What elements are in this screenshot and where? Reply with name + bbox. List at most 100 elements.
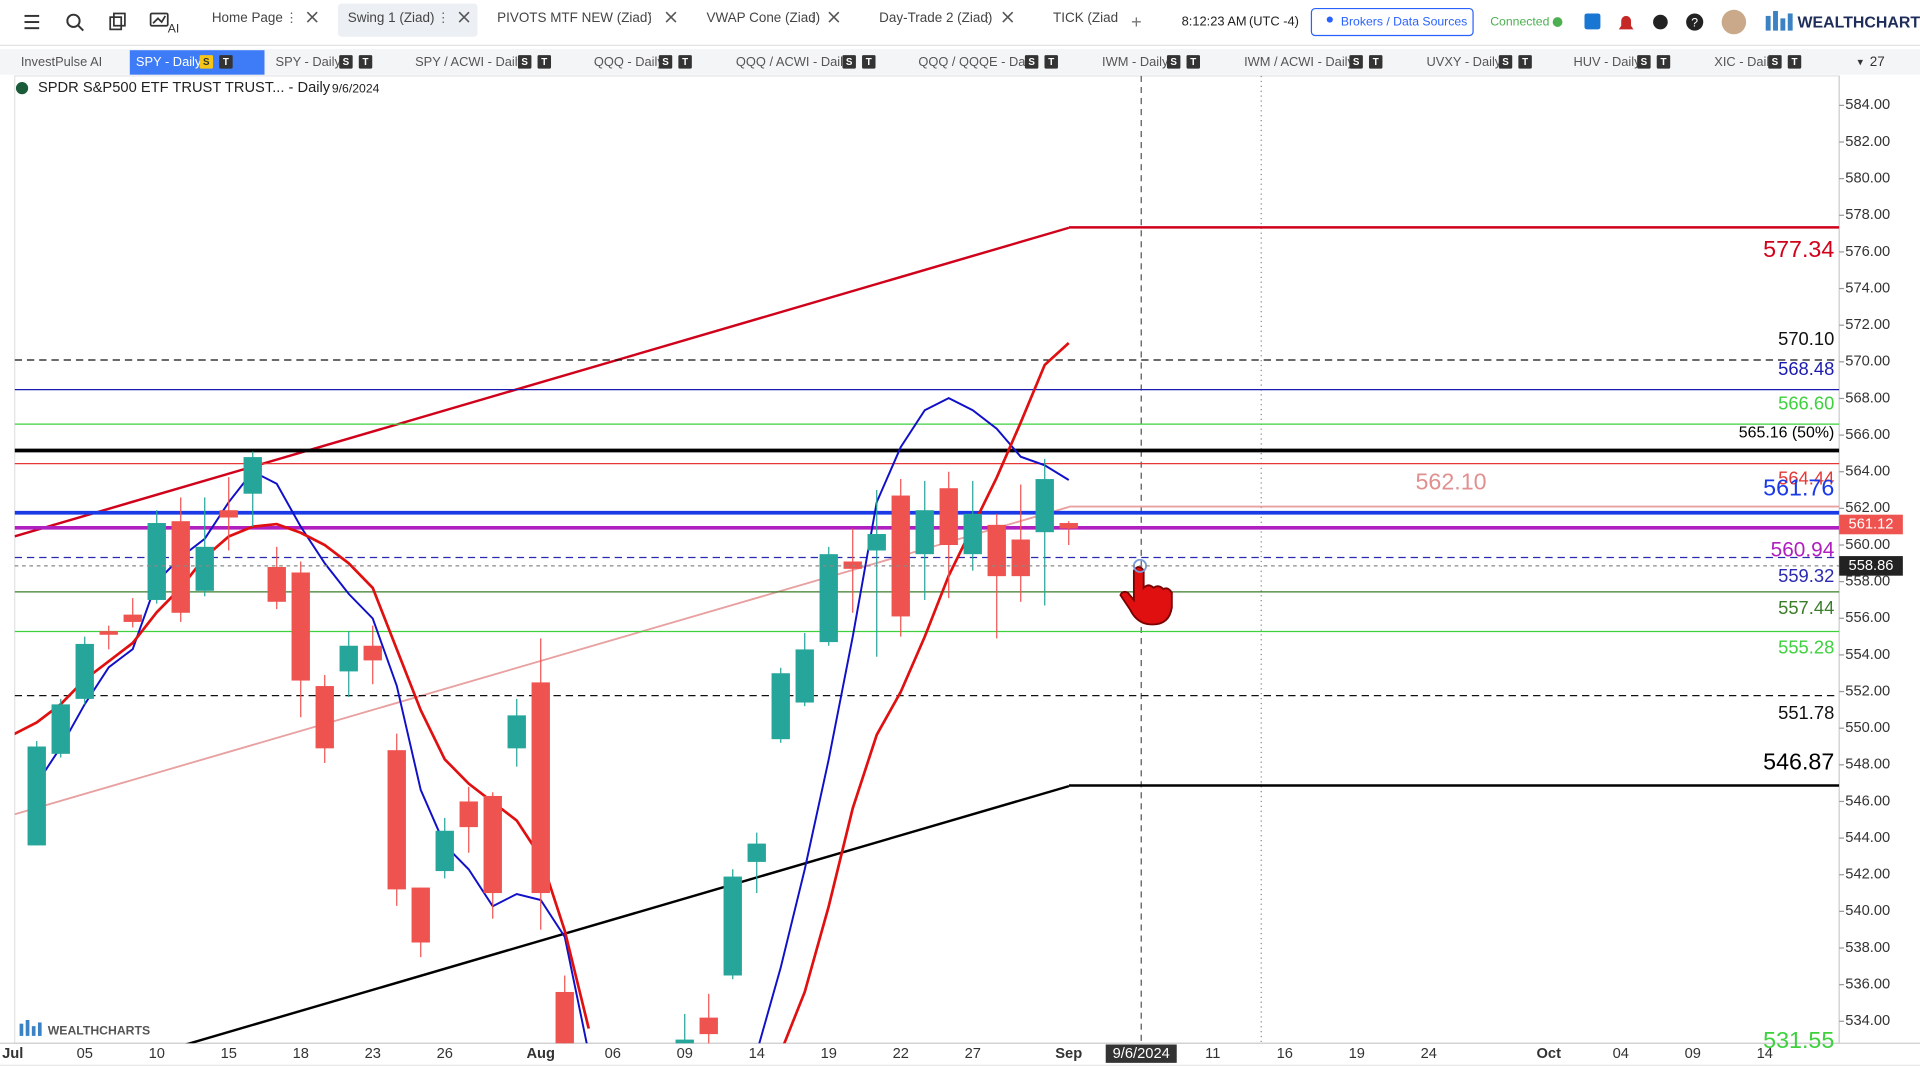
candle-body	[483, 795, 502, 894]
ai-icon[interactable]	[149, 12, 169, 27]
chart-tab[interactable]: IWM - Daily	[1102, 54, 1169, 69]
chart-tab[interactable]: SPY - Daily	[136, 54, 202, 69]
price-level-label: 565.16 (50%)	[1739, 425, 1835, 442]
candle-body	[507, 715, 526, 749]
candle-body	[699, 1017, 718, 1035]
x-tick-label: 06	[605, 1046, 621, 1062]
candle-body	[219, 510, 238, 518]
tab-badge-label: S	[203, 57, 210, 68]
help-icon[interactable]	[1686, 13, 1704, 31]
search-icon[interactable]	[66, 13, 84, 32]
y-tick-label: 556.00	[1845, 610, 1890, 626]
crosshair-price-label: 558.86	[1849, 558, 1894, 574]
y-tick-label: 570.00	[1845, 354, 1890, 370]
candle-body	[171, 521, 190, 613]
tab-badge-label: S	[1772, 57, 1779, 68]
toolbar-tab[interactable]: PIVOTS MTF NEW (Ziad)	[497, 10, 652, 25]
price-level-label: 568.48	[1778, 358, 1834, 379]
x-tick-label: Jul	[2, 1046, 23, 1062]
candle-body	[1059, 523, 1078, 529]
chart-tab[interactable]: XIC - Daily	[1714, 54, 1776, 69]
x-tick-label: 09	[1685, 1046, 1701, 1062]
y-tick-label: 536.00	[1845, 977, 1890, 993]
tab-badge	[199, 55, 214, 69]
tab-close	[1002, 11, 1014, 23]
tab-badge	[678, 55, 692, 69]
chart-tab[interactable]: QQQ / ACWI - Daily	[736, 54, 850, 69]
chart-tab[interactable]: QQQ / QQQE - Daily	[918, 54, 1038, 69]
chart-tab[interactable]: HUV - Daily	[1573, 54, 1641, 69]
chart-tab[interactable]: SPY - Daily	[276, 54, 342, 69]
price-level-label: 557.44	[1778, 597, 1834, 618]
save-icon[interactable]	[1584, 13, 1601, 30]
tab-badge-label: T	[223, 57, 229, 68]
x-tick-label: Oct	[1536, 1046, 1561, 1062]
tab-badge	[862, 55, 876, 69]
x-tick-label: Aug	[526, 1046, 555, 1062]
tab-badge-label: S	[662, 57, 669, 68]
price-level-label: 577.34	[1763, 236, 1834, 262]
tab-badge	[1498, 55, 1513, 69]
person-icon	[1326, 16, 1333, 23]
tab-close	[828, 11, 840, 23]
tab-count[interactable]: 27	[1870, 54, 1885, 69]
tab-badge-label: S	[1502, 57, 1509, 68]
price-level-label: 531.55	[1763, 1027, 1834, 1053]
y-tick-label: 568.00	[1845, 390, 1890, 406]
candle-body	[795, 649, 814, 703]
candle-body	[915, 510, 934, 555]
candle-body	[555, 991, 574, 1044]
tab-menu: ⋮	[643, 10, 656, 25]
tab-badge-label: S	[1028, 57, 1035, 68]
candle-body	[819, 554, 838, 643]
new-tab[interactable]: +	[1131, 11, 1142, 32]
plot-area	[14, 75, 1840, 1044]
price-level-label: 561.76	[1763, 475, 1834, 501]
x-tick-label: 18	[293, 1046, 309, 1062]
price-level-label: 566.60	[1778, 392, 1834, 413]
layouts-icon[interactable]	[109, 12, 126, 31]
active-chart-tab	[129, 50, 265, 75]
y-tick-label: 560.00	[1845, 537, 1890, 553]
channel-lower	[185, 784, 1070, 1044]
symbol-logo	[15, 82, 29, 95]
brokers-label: Brokers / Data Sources	[1341, 14, 1467, 28]
tab-badge	[842, 55, 856, 69]
chart-tabs-bg	[0, 48, 1920, 75]
indicator-line	[35, 396, 1070, 1044]
active-tab-bg	[337, 3, 478, 37]
chart-tab[interactable]: QQQ - Daily	[594, 54, 665, 69]
candle-body	[843, 561, 862, 569]
toolbar-tab[interactable]: Swing 1 (Ziad)	[348, 10, 435, 25]
chart-tab[interactable]: SPY / ACWI - Daily	[415, 54, 525, 69]
avatar[interactable]	[1721, 9, 1747, 35]
settings-icon[interactable]	[1653, 14, 1668, 30]
candle-body	[411, 887, 430, 943]
chart-tab[interactable]: InvestPulse AI	[21, 54, 102, 69]
tab-badge-label: T	[682, 57, 688, 68]
tab-badge-label: T	[1791, 57, 1797, 68]
toolbar-tab[interactable]: Home Page	[212, 10, 283, 25]
candle-body	[315, 686, 334, 749]
tab-menu: ⋮	[285, 10, 298, 25]
toolbar-tab[interactable]: VWAP Cone (Ziad)	[707, 10, 821, 25]
tab-badge	[1768, 55, 1782, 69]
tab-close	[458, 11, 470, 23]
candle-body	[99, 631, 118, 635]
candle-body	[1035, 479, 1054, 533]
chart-tab[interactable]: UVXY - Daily	[1427, 54, 1502, 69]
y-tick-label: 574.00	[1845, 280, 1890, 296]
menu-icon[interactable]	[24, 14, 40, 30]
chart-tab[interactable]: IWM / ACWI - Daily	[1244, 54, 1354, 69]
bell-icon[interactable]	[1618, 15, 1634, 30]
toolbar-tab[interactable]: Day-Trade 2 (Ziad)	[879, 10, 992, 25]
tab-badge	[537, 55, 552, 69]
tab-badge	[219, 55, 233, 69]
toolbar-tab[interactable]: TICK (Ziad	[1053, 10, 1118, 25]
candle-body	[123, 614, 142, 622]
x-tick-label: 27	[965, 1046, 981, 1062]
brokers-button[interactable]	[1310, 7, 1474, 37]
price-level-label: 555.28	[1778, 636, 1834, 657]
x-tick-label: 26	[437, 1046, 453, 1062]
candle-body	[747, 843, 766, 862]
